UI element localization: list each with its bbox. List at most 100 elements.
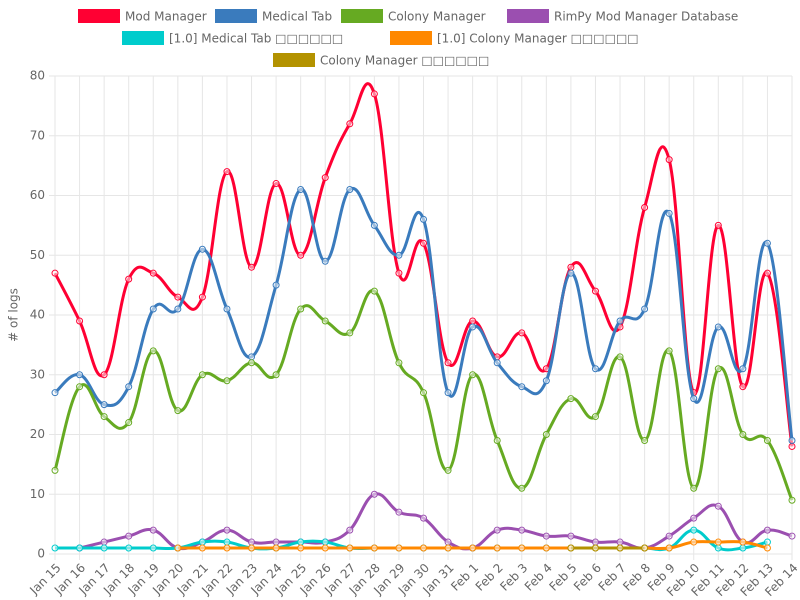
data-point bbox=[321, 174, 329, 182]
data-point bbox=[174, 305, 182, 313]
data-point bbox=[591, 538, 599, 546]
data-point bbox=[788, 436, 796, 444]
data-point bbox=[469, 323, 477, 331]
data-point bbox=[567, 544, 575, 552]
data-point bbox=[591, 365, 599, 373]
legend-swatch bbox=[507, 9, 549, 23]
series-line bbox=[79, 492, 793, 551]
data-point bbox=[444, 389, 452, 397]
legend-label: Medical Tab bbox=[262, 10, 332, 24]
data-point bbox=[248, 359, 256, 367]
data-point bbox=[346, 526, 354, 534]
data-point bbox=[542, 377, 550, 385]
data-point bbox=[763, 544, 771, 552]
x-tick-label: Feb 2 bbox=[473, 561, 506, 594]
data-point bbox=[690, 538, 698, 546]
data-point bbox=[493, 359, 501, 367]
data-point bbox=[641, 203, 649, 211]
data-point bbox=[518, 544, 526, 552]
data-point bbox=[198, 293, 206, 301]
data-point bbox=[346, 544, 354, 552]
data-point bbox=[690, 484, 698, 492]
data-point bbox=[346, 186, 354, 194]
data-point bbox=[321, 317, 329, 325]
data-point bbox=[739, 365, 747, 373]
data-point bbox=[321, 257, 329, 265]
data-point bbox=[248, 544, 256, 552]
data-point bbox=[321, 538, 329, 546]
data-point bbox=[567, 263, 575, 271]
data-point bbox=[788, 496, 796, 504]
data-point bbox=[665, 544, 673, 552]
data-point bbox=[223, 305, 231, 313]
data-point bbox=[272, 281, 280, 289]
data-point bbox=[690, 514, 698, 522]
legend-swatch bbox=[273, 53, 315, 67]
y-tick-label: 50 bbox=[30, 248, 45, 262]
data-point bbox=[174, 544, 182, 552]
data-point bbox=[223, 168, 231, 176]
data-point bbox=[149, 526, 157, 534]
legend-swatch bbox=[122, 31, 164, 45]
x-tick-label: Feb 7 bbox=[596, 561, 629, 594]
data-point bbox=[542, 544, 550, 552]
data-point bbox=[616, 544, 624, 552]
data-point bbox=[518, 329, 526, 337]
legend-swatch bbox=[78, 9, 120, 23]
data-point bbox=[272, 538, 280, 546]
data-point bbox=[297, 186, 305, 194]
data-point bbox=[665, 156, 673, 164]
data-point bbox=[174, 407, 182, 415]
data-point bbox=[223, 544, 231, 552]
data-point bbox=[763, 239, 771, 247]
data-point bbox=[100, 401, 108, 409]
data-point bbox=[714, 502, 722, 510]
data-point bbox=[714, 538, 722, 546]
data-point bbox=[493, 544, 501, 552]
x-tick-label: Feb 3 bbox=[497, 561, 530, 594]
data-point bbox=[248, 538, 256, 546]
data-point bbox=[763, 269, 771, 277]
data-point bbox=[591, 413, 599, 421]
data-point bbox=[174, 293, 182, 301]
data-point bbox=[76, 371, 84, 379]
data-point bbox=[420, 544, 427, 552]
data-point bbox=[616, 353, 624, 361]
data-point bbox=[567, 269, 575, 277]
data-point bbox=[763, 436, 771, 444]
legend-label: Mod Manager bbox=[125, 10, 207, 24]
data-point bbox=[739, 544, 747, 552]
data-point bbox=[567, 532, 575, 540]
data-point bbox=[223, 377, 231, 385]
data-point bbox=[370, 287, 378, 295]
data-point bbox=[100, 371, 108, 379]
series-line bbox=[53, 186, 794, 441]
data-point bbox=[100, 544, 108, 552]
x-tick-label: Feb 5 bbox=[546, 561, 579, 594]
data-point bbox=[444, 466, 452, 474]
data-point bbox=[100, 538, 108, 546]
data-point bbox=[370, 490, 378, 498]
data-point bbox=[493, 436, 501, 444]
data-point bbox=[149, 269, 157, 277]
data-point bbox=[788, 532, 796, 540]
y-tick-label: 40 bbox=[30, 308, 45, 322]
data-point bbox=[518, 484, 526, 492]
data-point bbox=[469, 544, 477, 552]
data-point bbox=[297, 544, 305, 552]
legend-label: Colony Manager bbox=[388, 10, 486, 24]
data-point bbox=[690, 526, 698, 534]
data-point bbox=[125, 532, 133, 540]
data-point bbox=[395, 508, 403, 516]
data-point bbox=[518, 526, 526, 534]
x-tick-label: Feb 1 bbox=[448, 561, 481, 594]
data-point bbox=[198, 371, 206, 379]
data-point bbox=[518, 383, 526, 391]
data-point bbox=[469, 371, 477, 379]
data-point bbox=[51, 544, 59, 552]
data-point bbox=[198, 544, 206, 552]
data-point bbox=[591, 287, 599, 295]
data-point bbox=[198, 245, 206, 253]
data-point bbox=[788, 442, 796, 450]
